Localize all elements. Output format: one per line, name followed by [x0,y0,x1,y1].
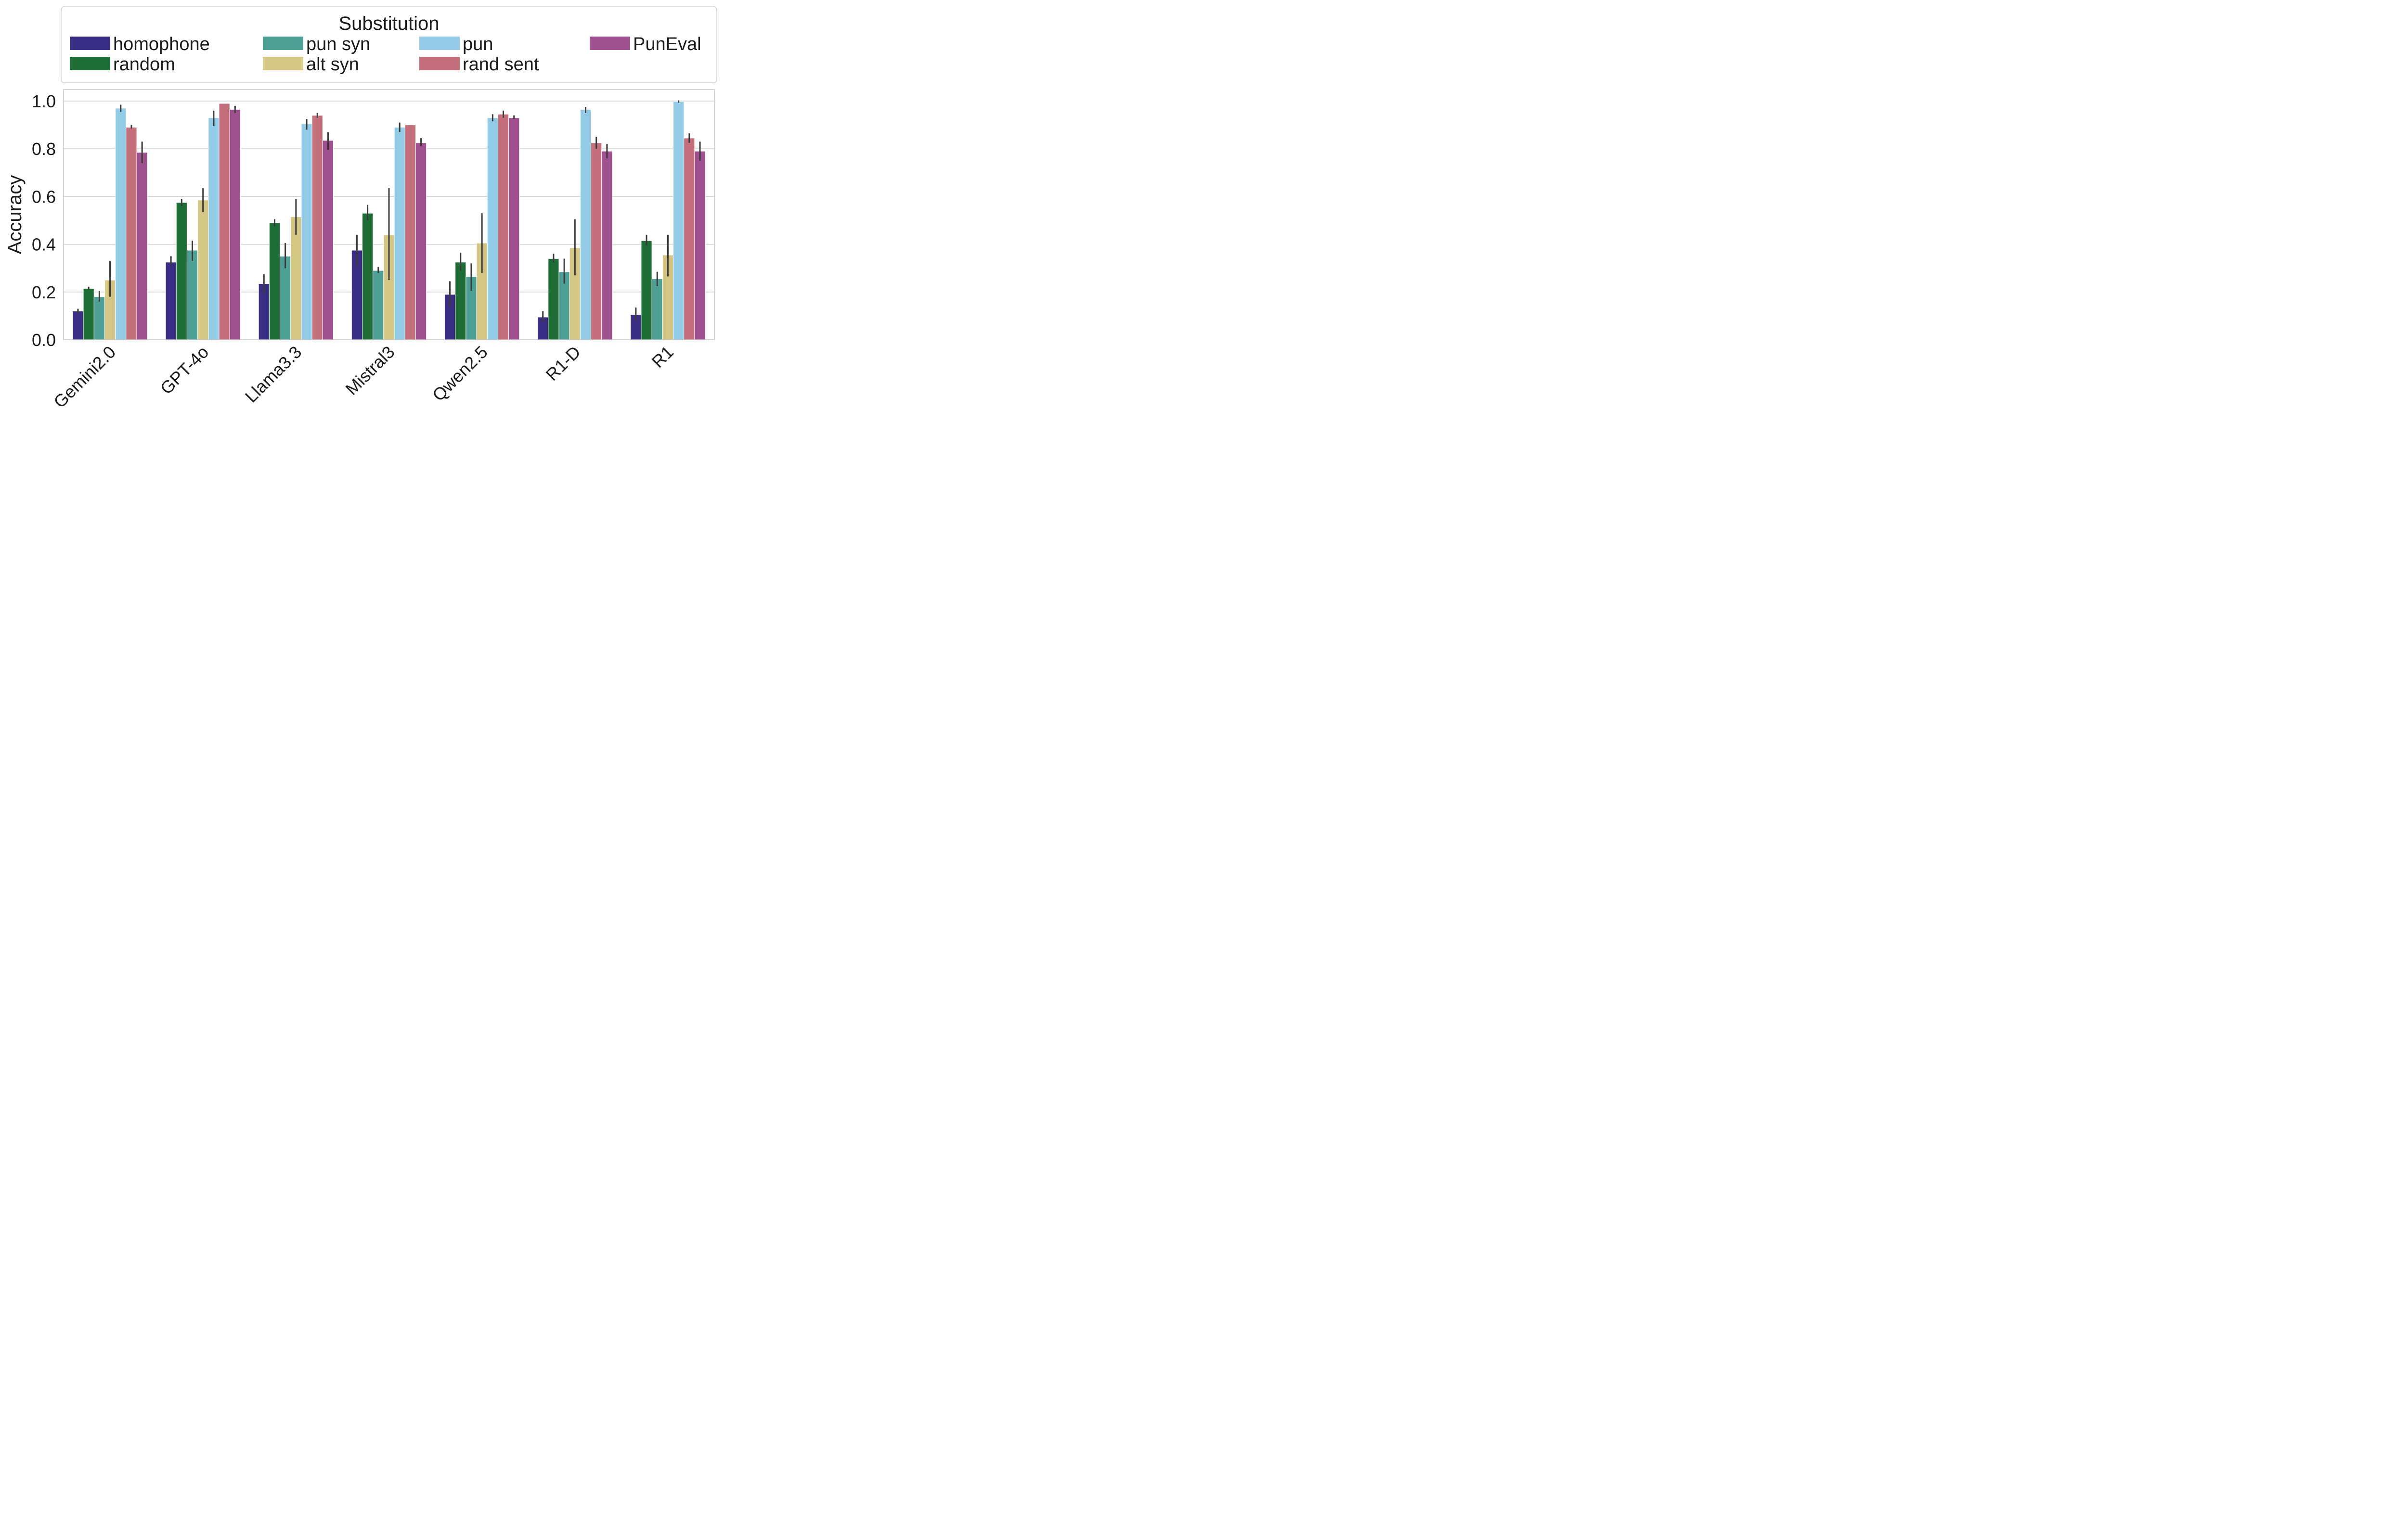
legend-swatch [590,37,630,50]
bar-rand-sent [126,127,137,340]
legend-title: Substitution [338,13,439,34]
bar-pun-syn [93,296,105,340]
legend-label: random [113,54,175,75]
bar-random [176,202,187,340]
x-axis-ticks: Gemini2.0 GPT-4o Llama3.3 Mistral3 Qwen2.5 R1… [50,342,677,412]
legend-label: rand sent [463,54,539,75]
legend-label: homophone [113,34,210,54]
bar-random [455,262,466,340]
legend-swatch [70,37,110,50]
legend-item: random [70,54,175,75]
bar-puneval [415,142,427,340]
legend-swatch [70,57,110,70]
legend-swatch [263,57,303,70]
x-tick-label: R1-D [542,342,584,385]
bar-alt-syn [197,200,209,340]
bar-rand-sent [404,125,416,340]
bar-alt-syn [290,217,302,340]
bar-rand-sent [219,103,230,340]
bar-puneval [322,140,334,340]
bar-random [548,258,559,340]
bars [72,101,706,340]
bar-puneval [508,117,520,340]
bar-random [83,288,94,340]
bar-random [269,222,281,340]
bar-rand-sent [591,142,602,340]
bar-pun [487,117,498,340]
x-tick-label: Gemini2.0 [50,342,119,412]
x-tick-label: Mistral3 [342,342,399,399]
legend-swatch [263,37,303,50]
legend-label: pun syn [306,34,370,54]
y-tick-label: 1.0 [32,91,56,111]
legend-item: PunEval [590,34,701,54]
plot-frame [63,89,715,340]
bar-puneval [694,151,706,340]
y-tick-label: 0.0 [32,330,56,350]
x-tick-label: R1 [648,342,678,372]
bar-pun [673,101,685,340]
x-tick-label: Llama3.3 [241,342,306,407]
x-tick-label: Qwen2.5 [428,342,492,405]
bar-rand-sent [311,115,323,340]
error-bars [77,100,701,322]
bar-pun [394,127,405,340]
bar-homophone [72,310,84,340]
chart: Substitution homophone random pun syn alt s… [0,0,744,425]
legend-swatch [419,37,460,50]
bar-puneval [601,151,613,340]
bar-pun-syn [373,270,384,340]
bar-random [641,240,652,340]
bar-puneval [229,109,241,340]
bar-pun-syn [651,279,663,340]
bar-homophone [165,262,177,340]
legend-label: alt syn [306,54,359,75]
bar-pun [580,109,592,340]
legend-frame [61,6,717,83]
bar-rand-sent [684,138,695,340]
x-tick-label: GPT-4o [156,342,213,398]
bar-pun [115,108,127,340]
legend-item: alt syn [263,54,359,75]
legend-item: pun [419,34,493,54]
y-tick-label: 0.2 [32,282,56,302]
bar-puneval [136,152,148,340]
legend-item: pun syn [263,34,370,54]
y-axis-label: Accuracy [4,175,26,255]
y-axis-ticks: 0.0 0.2 0.4 0.6 0.8 1.0 [32,91,56,350]
legend-item: homophone [70,34,210,54]
legend-label: PunEval [633,34,701,54]
legend-item: rand sent [419,54,539,75]
legend-label: pun [463,34,493,54]
bar-random [362,213,374,340]
bar-rand-sent [497,114,509,340]
y-tick-label: 0.4 [32,235,56,255]
y-tick-label: 0.8 [32,139,56,159]
bar-pun [208,117,220,340]
plot-area [63,89,715,340]
legend-swatch [419,57,460,70]
bar-pun-syn [280,256,291,340]
y-tick-label: 0.6 [32,187,56,206]
bar-pun [301,123,312,340]
bar-pun-syn [186,250,198,340]
